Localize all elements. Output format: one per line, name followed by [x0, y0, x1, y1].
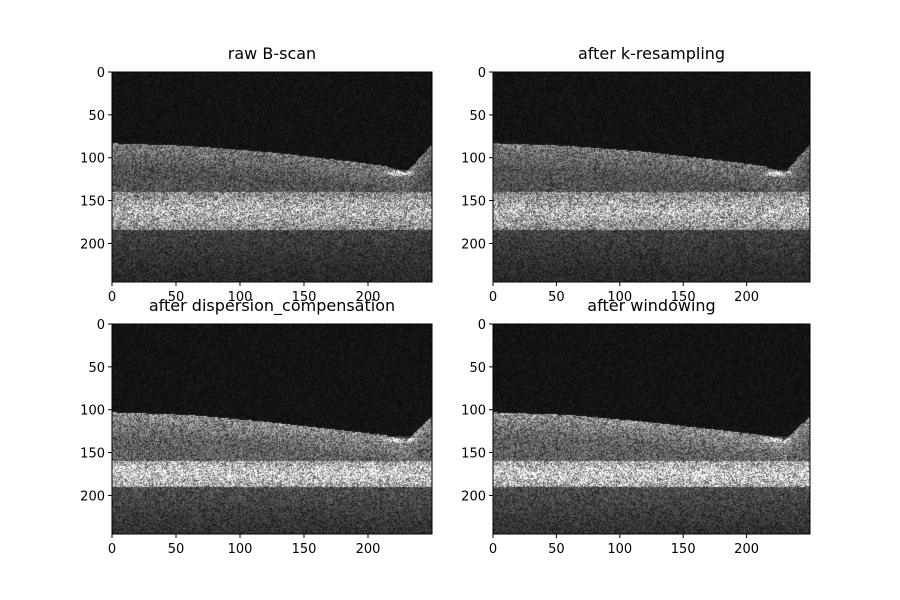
y-tick-label: 150	[80, 447, 105, 462]
panel-title: raw B-scan	[228, 44, 316, 63]
y-tick-label: 0	[478, 66, 486, 81]
panel-title: after dispersion_compensation	[149, 296, 395, 316]
x-tick-label: 50	[548, 290, 565, 305]
y-tick-label: 200	[80, 237, 105, 252]
y-tick-label: 50	[469, 109, 486, 124]
y-tick-label: 0	[478, 318, 486, 333]
x-tick-label: 200	[356, 290, 381, 305]
y-tick-label: 150	[80, 195, 105, 210]
panel-title: after k-resampling	[578, 44, 725, 63]
bscan-image	[493, 72, 810, 282]
y-tick-label: 50	[469, 361, 486, 376]
x-tick-label: 50	[168, 542, 185, 557]
x-tick-label: 150	[292, 290, 317, 305]
x-tick-label: 0	[489, 290, 497, 305]
x-tick-label: 50	[548, 542, 565, 557]
y-tick-label: 100	[80, 404, 105, 419]
y-tick-label: 50	[88, 361, 105, 376]
x-tick-label: 0	[108, 290, 116, 305]
x-tick-label: 150	[671, 290, 696, 305]
y-tick-label: 200	[461, 237, 486, 252]
x-tick-label: 200	[734, 290, 759, 305]
x-tick-label: 200	[356, 542, 381, 557]
y-tick-label: 100	[80, 152, 105, 167]
x-tick-label: 100	[607, 290, 632, 305]
y-tick-label: 150	[461, 195, 486, 210]
x-tick-label: 50	[168, 290, 185, 305]
x-tick-label: 100	[607, 542, 632, 557]
x-tick-label: 0	[489, 542, 497, 557]
axes-frame	[492, 71, 811, 283]
x-tick-label: 200	[734, 542, 759, 557]
y-tick-label: 100	[461, 404, 486, 419]
panel-4: after windowing 0 50 100 150 200 0 50 100 150 200	[461, 296, 811, 557]
x-tick-label: 100	[228, 542, 253, 557]
panel-3: after dispersion_compensation 0 50 100 150 20…	[80, 296, 433, 557]
panel-title: after windowing	[587, 296, 715, 315]
panel-2: after k-resampling 0 50 100 150 200 0 50 100 150 2…	[461, 44, 811, 305]
x-tick-label: 150	[292, 542, 317, 557]
y-tick-label: 150	[461, 447, 486, 462]
y-tick-label: 50	[88, 109, 105, 124]
axes-frame	[492, 323, 811, 535]
panel-1: raw B-scan 0 50 100 150 200 0 50 100 150 200	[80, 44, 433, 305]
y-tick-label: 0	[97, 318, 105, 333]
bscan-image	[493, 324, 810, 534]
x-tick-label: 100	[228, 290, 253, 305]
x-tick-label: 0	[108, 542, 116, 557]
y-tick-label: 0	[97, 66, 105, 81]
axes-frame	[111, 71, 433, 283]
bscan-image	[112, 324, 432, 534]
y-tick-label: 200	[80, 489, 105, 504]
y-tick-label: 200	[461, 489, 486, 504]
bscan-image	[112, 72, 432, 282]
y-tick-label: 100	[461, 152, 486, 167]
x-tick-label: 150	[671, 542, 696, 557]
axes-frame	[111, 323, 433, 535]
